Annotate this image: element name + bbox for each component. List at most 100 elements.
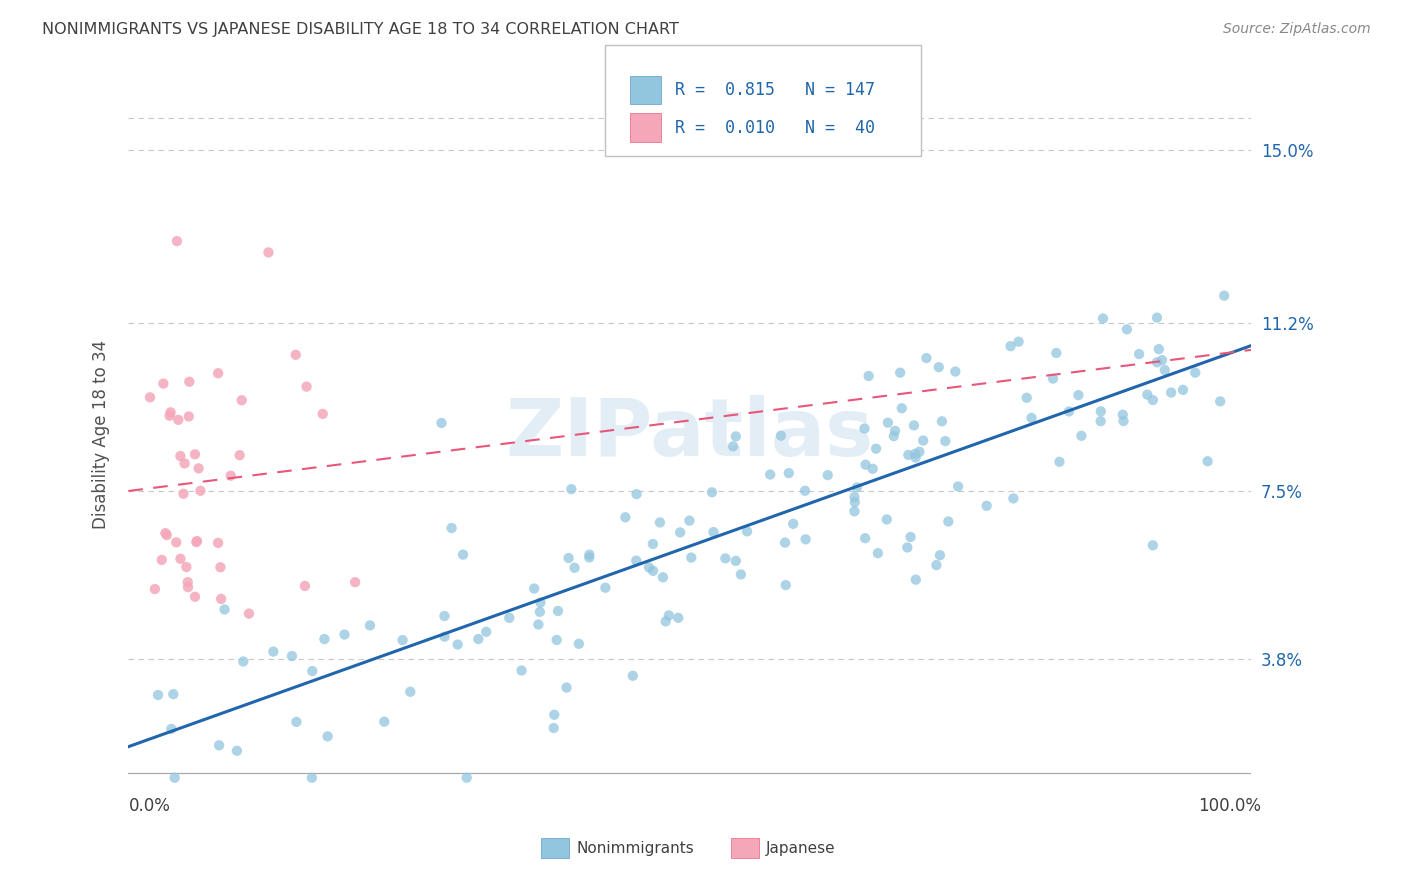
Point: [724, 429, 747, 443]
Point: [231, 393, 253, 408]
Point: [284, 348, 307, 362]
Point: [557, 551, 579, 566]
Point: [1000, 339, 1022, 353]
Point: [555, 681, 578, 695]
Point: [724, 554, 747, 568]
Point: [312, 407, 335, 421]
Point: [543, 721, 565, 735]
Point: [177, 575, 200, 590]
Point: [883, 429, 905, 443]
Point: [846, 480, 869, 494]
Point: [1090, 404, 1112, 418]
Point: [359, 618, 381, 632]
Point: [1209, 394, 1232, 409]
Point: [1007, 334, 1029, 349]
Point: [678, 514, 700, 528]
Point: [257, 245, 280, 260]
Point: [865, 442, 887, 456]
Point: [294, 579, 316, 593]
Point: [769, 428, 792, 442]
Point: [1146, 310, 1168, 325]
Point: [866, 546, 889, 560]
Point: [1150, 353, 1173, 368]
Point: [262, 644, 284, 658]
Point: [498, 611, 520, 625]
Point: [228, 448, 250, 462]
Point: [1197, 454, 1219, 468]
Point: [681, 550, 703, 565]
Point: [896, 541, 918, 555]
Point: [301, 664, 323, 678]
Point: [451, 548, 474, 562]
Point: [226, 744, 249, 758]
Point: [391, 633, 413, 648]
Point: [938, 515, 960, 529]
Point: [884, 424, 907, 438]
Point: [433, 609, 456, 624]
Point: [652, 570, 675, 584]
Point: [904, 573, 927, 587]
Point: [641, 537, 664, 551]
Point: [778, 466, 800, 480]
Point: [904, 447, 927, 461]
Point: [1171, 383, 1194, 397]
Point: [853, 531, 876, 545]
Point: [943, 365, 966, 379]
Point: [152, 376, 174, 391]
Point: [735, 524, 758, 539]
Point: [648, 516, 671, 530]
Point: [316, 730, 339, 744]
Point: [908, 444, 931, 458]
Point: [1142, 538, 1164, 552]
Point: [912, 434, 935, 448]
Point: [467, 632, 489, 646]
Point: [714, 551, 737, 566]
Point: [1112, 408, 1135, 422]
Point: [523, 582, 546, 596]
Point: [440, 521, 463, 535]
Point: [173, 457, 195, 471]
Point: [1015, 391, 1038, 405]
Point: [1146, 355, 1168, 369]
Point: [794, 533, 817, 547]
Point: [702, 525, 724, 540]
Point: [946, 479, 969, 493]
Point: [190, 483, 212, 498]
Point: [173, 487, 195, 501]
Point: [730, 567, 752, 582]
Point: [721, 439, 744, 453]
Point: [925, 558, 948, 572]
Point: [858, 369, 880, 384]
Point: [238, 607, 260, 621]
Point: [314, 632, 336, 646]
Point: [934, 434, 956, 449]
Point: [700, 485, 723, 500]
Point: [543, 707, 565, 722]
Point: [529, 595, 551, 609]
Point: [163, 771, 186, 785]
Point: [150, 553, 173, 567]
Point: [214, 602, 236, 616]
Point: [167, 413, 190, 427]
Point: [187, 461, 209, 475]
Point: [281, 648, 304, 663]
Point: [529, 605, 551, 619]
Point: [184, 590, 207, 604]
Point: [1147, 342, 1170, 356]
Point: [430, 416, 453, 430]
Point: [621, 669, 644, 683]
Point: [207, 366, 229, 380]
Point: [560, 482, 582, 496]
Point: [876, 416, 898, 430]
Point: [928, 360, 950, 375]
Point: [578, 548, 600, 562]
Point: [1021, 410, 1043, 425]
Point: [1002, 491, 1025, 506]
Point: [915, 351, 938, 365]
Point: [876, 512, 898, 526]
Point: [1153, 363, 1175, 377]
Point: [208, 739, 231, 753]
Point: [862, 462, 884, 476]
Point: [146, 688, 169, 702]
Point: [527, 617, 550, 632]
